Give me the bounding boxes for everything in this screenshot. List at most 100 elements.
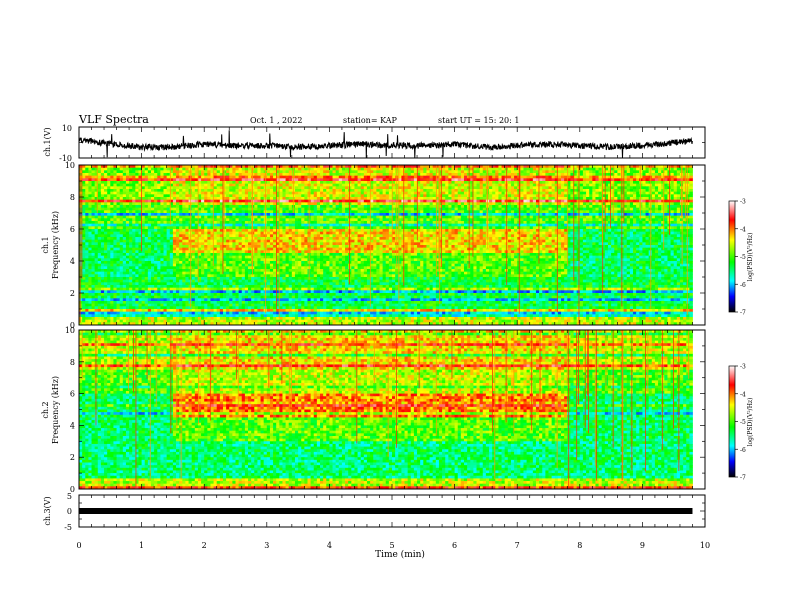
spectrogram-cell xyxy=(241,197,246,201)
spectrogram-cell xyxy=(382,229,387,233)
spectrogram-cell xyxy=(420,170,424,174)
spectrogram-cell xyxy=(445,191,449,195)
spectrogram-cell xyxy=(282,221,286,225)
spectrogram-cell xyxy=(442,186,446,190)
spectrogram-cell xyxy=(232,199,236,203)
spectrogram-cell xyxy=(157,191,161,195)
spectrogram-cell xyxy=(410,181,415,185)
spectrogram-cell xyxy=(457,173,462,177)
spectrogram-cell xyxy=(244,226,249,230)
spectrogram-cell xyxy=(548,197,553,201)
spectrogram-cell xyxy=(163,178,168,182)
spectrogram-cell xyxy=(551,194,556,198)
spectrogram-cell xyxy=(301,175,305,179)
spectrogram-cell xyxy=(273,223,277,227)
spectrogram-cell xyxy=(673,186,678,190)
spectrogram-cell xyxy=(166,226,171,230)
spectrogram-cell xyxy=(492,202,496,206)
spectrogram-cell xyxy=(432,205,437,209)
spectrogram-cell xyxy=(445,197,449,201)
spectrogram-cell xyxy=(294,226,299,230)
spectrogram-cell xyxy=(110,194,114,198)
spectrogram-cell xyxy=(125,173,130,177)
spectrogram-cell xyxy=(614,183,618,187)
spectrogram-cell xyxy=(514,229,518,233)
spectrogram-cell xyxy=(586,213,590,217)
spectrogram-cell xyxy=(119,218,124,222)
spectrogram-cell xyxy=(160,226,164,230)
spectrogram-cell xyxy=(288,199,293,203)
spectrogram-cell xyxy=(479,175,484,179)
spectrogram-cell xyxy=(241,181,246,185)
spectrogram-cell xyxy=(104,207,108,211)
spectrogram-cell xyxy=(463,167,468,171)
spectrogram-cell xyxy=(595,205,599,209)
spectrogram-cell xyxy=(182,186,186,190)
spectrogram-cell xyxy=(457,213,462,217)
spectrogram-cell xyxy=(642,181,646,185)
spectrogram-cell xyxy=(636,186,640,190)
spectrogram-cell xyxy=(185,197,189,201)
spectrogram-cell xyxy=(629,210,634,214)
spectrogram-cell xyxy=(354,205,358,209)
spectrogram-cell xyxy=(144,178,149,182)
spectrogram-cell xyxy=(110,221,114,225)
spectrogram-cell xyxy=(176,183,180,187)
spectrogram-cell xyxy=(100,215,105,219)
spectrogram-cell xyxy=(351,197,355,201)
spectrogram-cell xyxy=(122,194,127,198)
spectrogram-cell xyxy=(288,215,293,219)
spectrogram-cell xyxy=(207,226,211,230)
spectrogram-cell xyxy=(110,181,114,185)
spectrogram-cell xyxy=(351,223,355,227)
spectrogram-cell xyxy=(132,229,136,233)
spectrogram-cell xyxy=(125,183,130,187)
spectrogram-cell xyxy=(473,199,477,203)
spectrogram-cell xyxy=(288,175,293,179)
spectrogram-cell xyxy=(351,167,355,171)
spectrogram-cell xyxy=(501,170,506,174)
spectrogram-cell xyxy=(313,207,318,211)
spectrogram-cell xyxy=(523,207,527,211)
spectrogram-cell xyxy=(207,189,211,193)
spectrogram-cell xyxy=(520,189,524,193)
spectrogram-cell xyxy=(457,205,462,209)
spectrogram-cell xyxy=(429,213,434,217)
spectrogram-cell xyxy=(341,213,346,217)
spectrogram-cell xyxy=(463,215,468,219)
spectrogram-cell xyxy=(304,223,308,227)
spectrogram-cell xyxy=(257,213,261,217)
spectrogram-cell xyxy=(273,167,277,171)
spectrogram-cell xyxy=(226,223,230,227)
spectrogram-cell xyxy=(626,223,631,227)
spectrogram-cell xyxy=(373,210,377,214)
spectrogram-cell xyxy=(429,221,434,225)
spectrogram-cell xyxy=(495,215,499,219)
spectrogram-cell xyxy=(179,178,183,182)
spectrogram-cell xyxy=(122,170,127,174)
spectrogram-cell xyxy=(404,191,409,195)
spectrogram-cell xyxy=(204,210,208,214)
spectrogram-cell xyxy=(351,202,355,206)
spectrogram-cell xyxy=(582,181,587,185)
spectrogram-cell xyxy=(348,202,352,206)
spectrogram-cell xyxy=(191,202,196,206)
spectrogram-cell xyxy=(119,226,124,230)
spectrogram-cell xyxy=(429,173,434,177)
spectrogram-cell xyxy=(113,194,117,198)
spectrogram-cell xyxy=(501,199,506,203)
spectrogram-cell xyxy=(595,210,599,214)
spectrogram-cell xyxy=(244,178,249,182)
spectrogram-cell xyxy=(360,218,365,222)
spectrogram-cell xyxy=(489,183,493,187)
spectrogram-cell xyxy=(310,226,315,230)
spectrogram-cell xyxy=(360,194,365,198)
spectrogram-cell xyxy=(172,210,177,214)
spectrogram-cell xyxy=(291,223,296,227)
spectrogram-cell xyxy=(320,191,324,195)
spectrogram-cell xyxy=(323,202,327,206)
spectrogram-cell xyxy=(147,183,152,187)
spectrogram-cell xyxy=(689,207,693,211)
spectrogram-cell xyxy=(520,197,524,201)
spectrogram-cell xyxy=(510,175,515,179)
